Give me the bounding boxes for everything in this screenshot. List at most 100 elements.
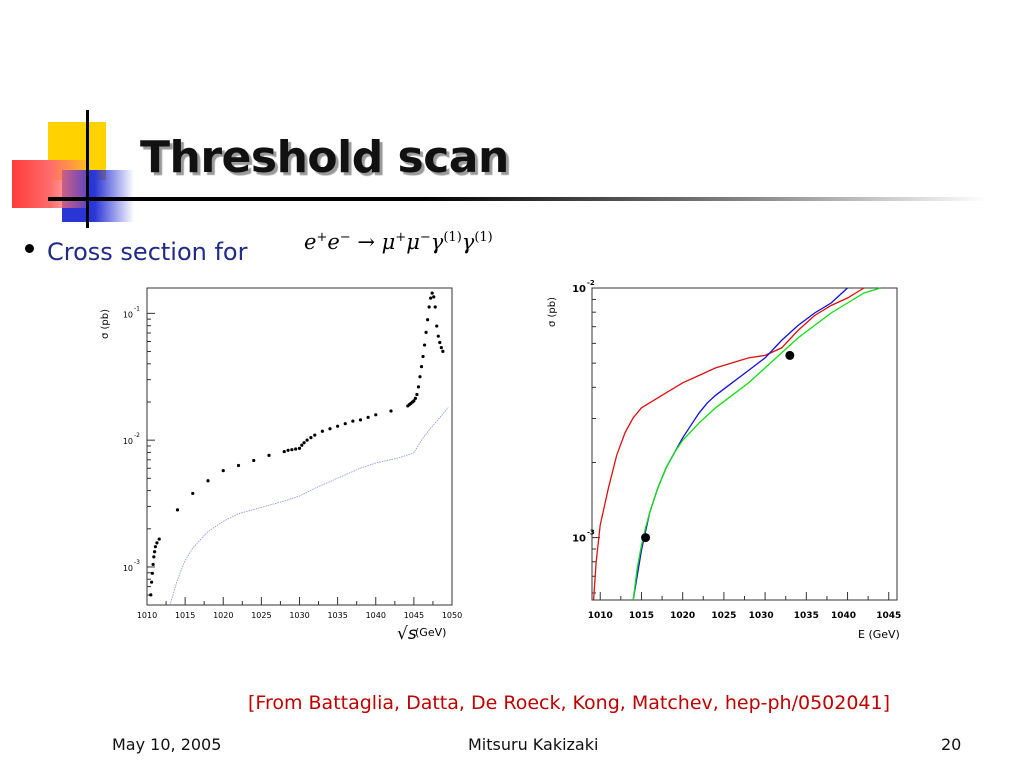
data-point [151, 562, 155, 567]
data-point [152, 555, 156, 559]
data-point [305, 438, 309, 442]
deco-vertical-line [86, 110, 89, 228]
x-tick-label: 1045 [876, 611, 901, 621]
plot-frame [591, 287, 898, 601]
data-point [416, 385, 421, 389]
data-point [427, 305, 431, 309]
data-point [366, 415, 370, 419]
right-chart-xlabel: E (GeV) [858, 628, 900, 641]
x-tick-label: 1040 [831, 611, 856, 621]
process-formula: e+e− → μ+μ−γ(1)γ(1) [304, 230, 493, 254]
data-point [294, 447, 298, 451]
data-point [309, 436, 313, 440]
data-point [432, 295, 436, 299]
data-point [426, 318, 430, 322]
data-point [351, 419, 355, 423]
data-point [374, 413, 378, 417]
data-point [286, 448, 290, 452]
data-point [300, 443, 304, 447]
y-tick-base: 10 [123, 310, 133, 319]
x-tick-label: 1010 [588, 611, 613, 621]
y-tick-exponent: -3 [587, 529, 595, 537]
data-point [358, 418, 363, 422]
x-tick-label: 1045 [404, 611, 424, 620]
citation: [From Battaglia, Datta, De Roeck, Kong, … [248, 692, 891, 714]
left-chart-axes: 1010 1015 1020 1025 1030 1035 1040 1045 105010-1… [123, 287, 462, 620]
bullet-dot [25, 244, 34, 253]
data-point [429, 296, 433, 300]
x-tick-label: 1025 [251, 611, 271, 620]
bullet-text: Cross section for [47, 238, 248, 266]
x-tick-label: 1025 [711, 611, 736, 621]
data-point [438, 340, 442, 345]
data-point [206, 479, 210, 483]
data-point [413, 396, 417, 400]
x-tick-label: 1030 [289, 611, 309, 620]
data-point [328, 427, 332, 431]
x-tick-label: 1020 [670, 611, 695, 621]
data-point [412, 399, 416, 403]
data-point [343, 422, 347, 426]
data-point [389, 409, 393, 413]
data-point [419, 365, 424, 369]
y-tick-base: 10 [123, 564, 133, 573]
y-tick-base: 10 [123, 437, 133, 446]
left-chart-xlabel-unit: (GeV) [415, 626, 446, 639]
right-cross-section-chart: 1010 1015 1020 1025 1030 1035 1040 104510-210-3… [547, 279, 901, 641]
data-point [157, 537, 161, 541]
right-chart-ylabel: σ (pb) [547, 297, 558, 327]
data-point [336, 424, 340, 428]
data-point [439, 345, 443, 350]
x-tick-label: 1035 [794, 611, 819, 621]
plot-frame [146, 287, 453, 606]
x-tick-label: 1035 [327, 611, 347, 620]
footer-page-number: 20 [941, 735, 962, 754]
data-point [297, 446, 302, 451]
y-tick-base: 10 [572, 534, 586, 545]
data-point [252, 458, 256, 463]
x-tick-label: 1020 [213, 611, 233, 620]
x-tick-label: 1010 [137, 611, 157, 620]
marker-point [641, 533, 651, 543]
left-chart-marks [149, 291, 449, 606]
data-point [422, 343, 427, 347]
data-point [267, 453, 271, 457]
slide-title: Threshold scan [140, 132, 509, 183]
footer-date: May 10, 2005 [112, 735, 222, 754]
series-line-1 [632, 287, 848, 601]
x-tick-label: 1050 [442, 611, 462, 620]
y-tick-exponent: -1 [134, 305, 140, 312]
data-point [415, 392, 419, 397]
data-point [424, 330, 428, 334]
x-tick-label: 1040 [366, 611, 386, 620]
data-point [191, 491, 195, 496]
y-tick-exponent: -2 [587, 279, 595, 287]
right-chart-marks [592, 287, 881, 601]
title-rule [48, 197, 988, 201]
data-point [149, 593, 153, 597]
data-point [236, 463, 241, 468]
data-point [430, 291, 434, 295]
data-point [421, 354, 425, 359]
data-point [153, 545, 157, 549]
data-point [441, 349, 445, 353]
left-chart-xlabel-math: √s [397, 624, 417, 644]
data-point [221, 468, 225, 473]
footer-author: Mitsuru Kakizaki [468, 735, 599, 754]
data-point [155, 541, 159, 545]
left-chart-ylabel: σ (pb) [100, 309, 111, 339]
data-point [433, 305, 437, 309]
x-tick-label: 1030 [749, 611, 774, 621]
data-point [320, 429, 324, 433]
series-line-2 [632, 287, 881, 601]
left-cross-section-chart: 1010 1015 1020 1025 1030 1035 1040 1045 105010-1… [100, 287, 462, 644]
series-line-0 [592, 287, 865, 601]
data-point [150, 571, 154, 575]
series-line-1 [169, 406, 449, 606]
x-tick-label: 1015 [629, 611, 654, 621]
y-tick-exponent: -2 [134, 432, 140, 439]
data-point [313, 433, 317, 437]
data-point [290, 448, 294, 452]
data-point [175, 508, 180, 512]
